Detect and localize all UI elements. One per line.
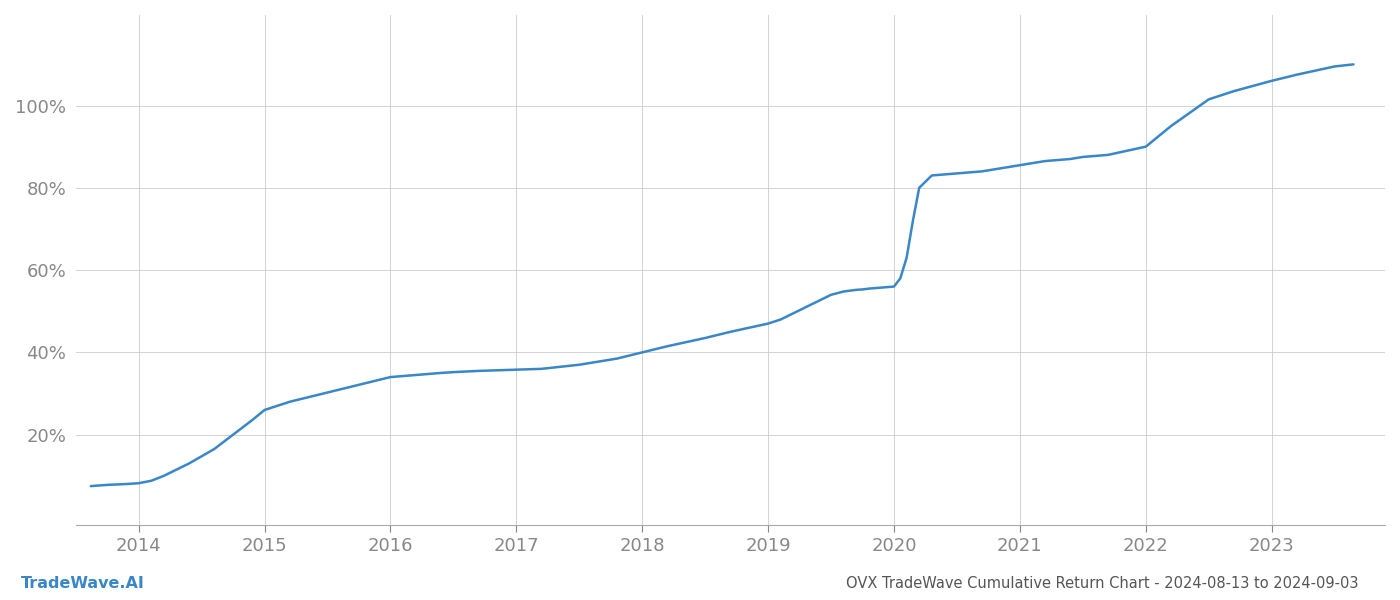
Text: OVX TradeWave Cumulative Return Chart - 2024-08-13 to 2024-09-03: OVX TradeWave Cumulative Return Chart - …: [846, 576, 1358, 591]
Text: TradeWave.AI: TradeWave.AI: [21, 576, 144, 591]
